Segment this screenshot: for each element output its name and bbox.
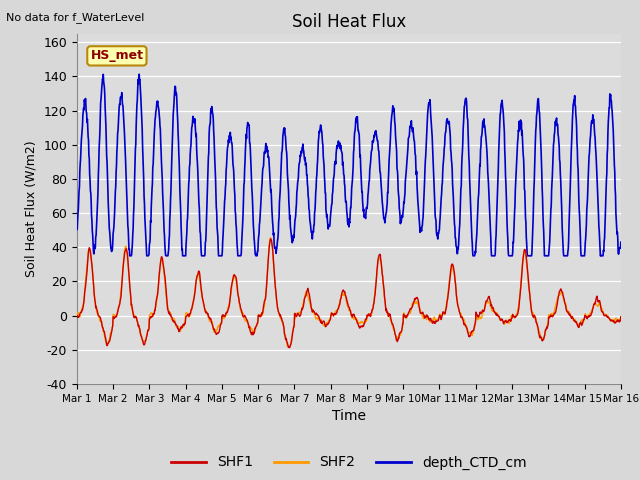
X-axis label: Time: Time: [332, 409, 366, 423]
Title: Soil Heat Flux: Soil Heat Flux: [292, 12, 406, 31]
Y-axis label: Soil Heat Flux (W/m2): Soil Heat Flux (W/m2): [25, 141, 38, 277]
Text: No data for f_WaterLevel: No data for f_WaterLevel: [6, 12, 145, 23]
Text: HS_met: HS_met: [90, 49, 143, 62]
Legend: SHF1, SHF2, depth_CTD_cm: SHF1, SHF2, depth_CTD_cm: [165, 450, 532, 475]
